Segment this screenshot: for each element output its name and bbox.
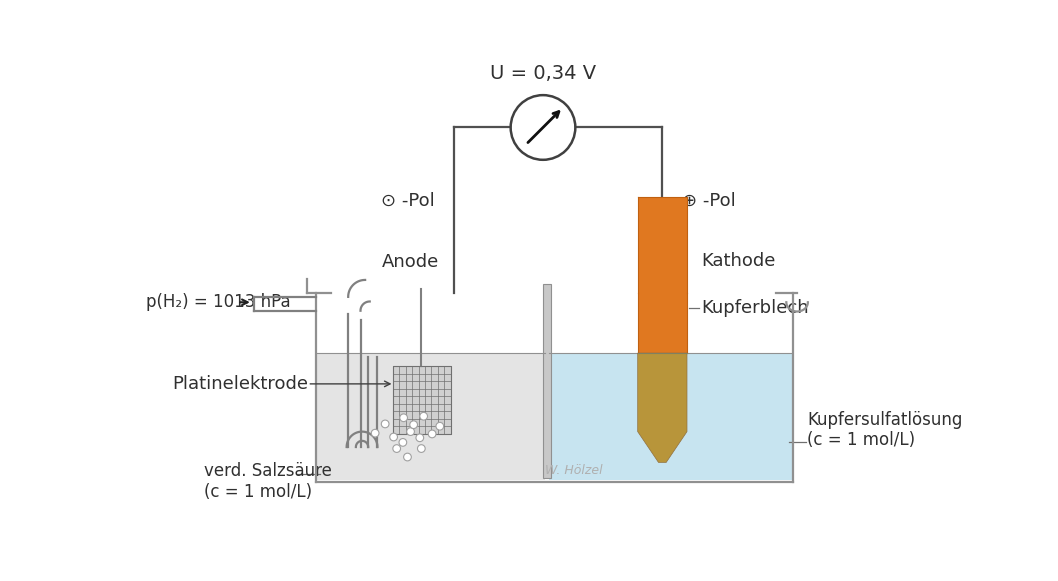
Text: Kupferblech: Kupferblech (700, 299, 808, 317)
Circle shape (406, 428, 415, 436)
Polygon shape (638, 353, 687, 462)
Circle shape (400, 414, 407, 422)
Text: p(H₂) = 1013 hPa: p(H₂) = 1013 hPa (146, 293, 291, 311)
Circle shape (420, 413, 427, 420)
Polygon shape (549, 353, 791, 480)
Circle shape (399, 439, 406, 446)
Bar (543, 284, 551, 478)
Bar (393, 366, 451, 434)
Circle shape (416, 434, 423, 442)
Circle shape (403, 453, 412, 461)
Circle shape (511, 95, 576, 160)
Circle shape (389, 433, 398, 441)
Text: Platinelektrode: Platinelektrode (172, 375, 308, 393)
Bar (638, 293, 688, 353)
Circle shape (418, 444, 425, 453)
Circle shape (428, 430, 436, 437)
Circle shape (371, 429, 379, 437)
Circle shape (436, 422, 443, 430)
Text: ⊙ -Pol: ⊙ -Pol (382, 192, 435, 210)
Circle shape (409, 421, 418, 429)
Circle shape (393, 444, 401, 453)
Text: verd. Salzsäure
(c = 1 mol/L): verd. Salzsäure (c = 1 mol/L) (204, 462, 332, 501)
Circle shape (381, 420, 389, 428)
Text: Kupfersulfatlösung
(c = 1 mol/L): Kupfersulfatlösung (c = 1 mol/L) (807, 411, 963, 450)
Bar (638, 197, 688, 293)
Text: Kathode: Kathode (700, 252, 776, 270)
Text: U = 0,34 V: U = 0,34 V (490, 64, 596, 83)
Text: W. Hölzel: W. Hölzel (545, 464, 603, 476)
Text: Anode: Anode (382, 253, 439, 271)
Polygon shape (317, 353, 545, 480)
Text: ⊕ -Pol: ⊕ -Pol (681, 192, 735, 210)
